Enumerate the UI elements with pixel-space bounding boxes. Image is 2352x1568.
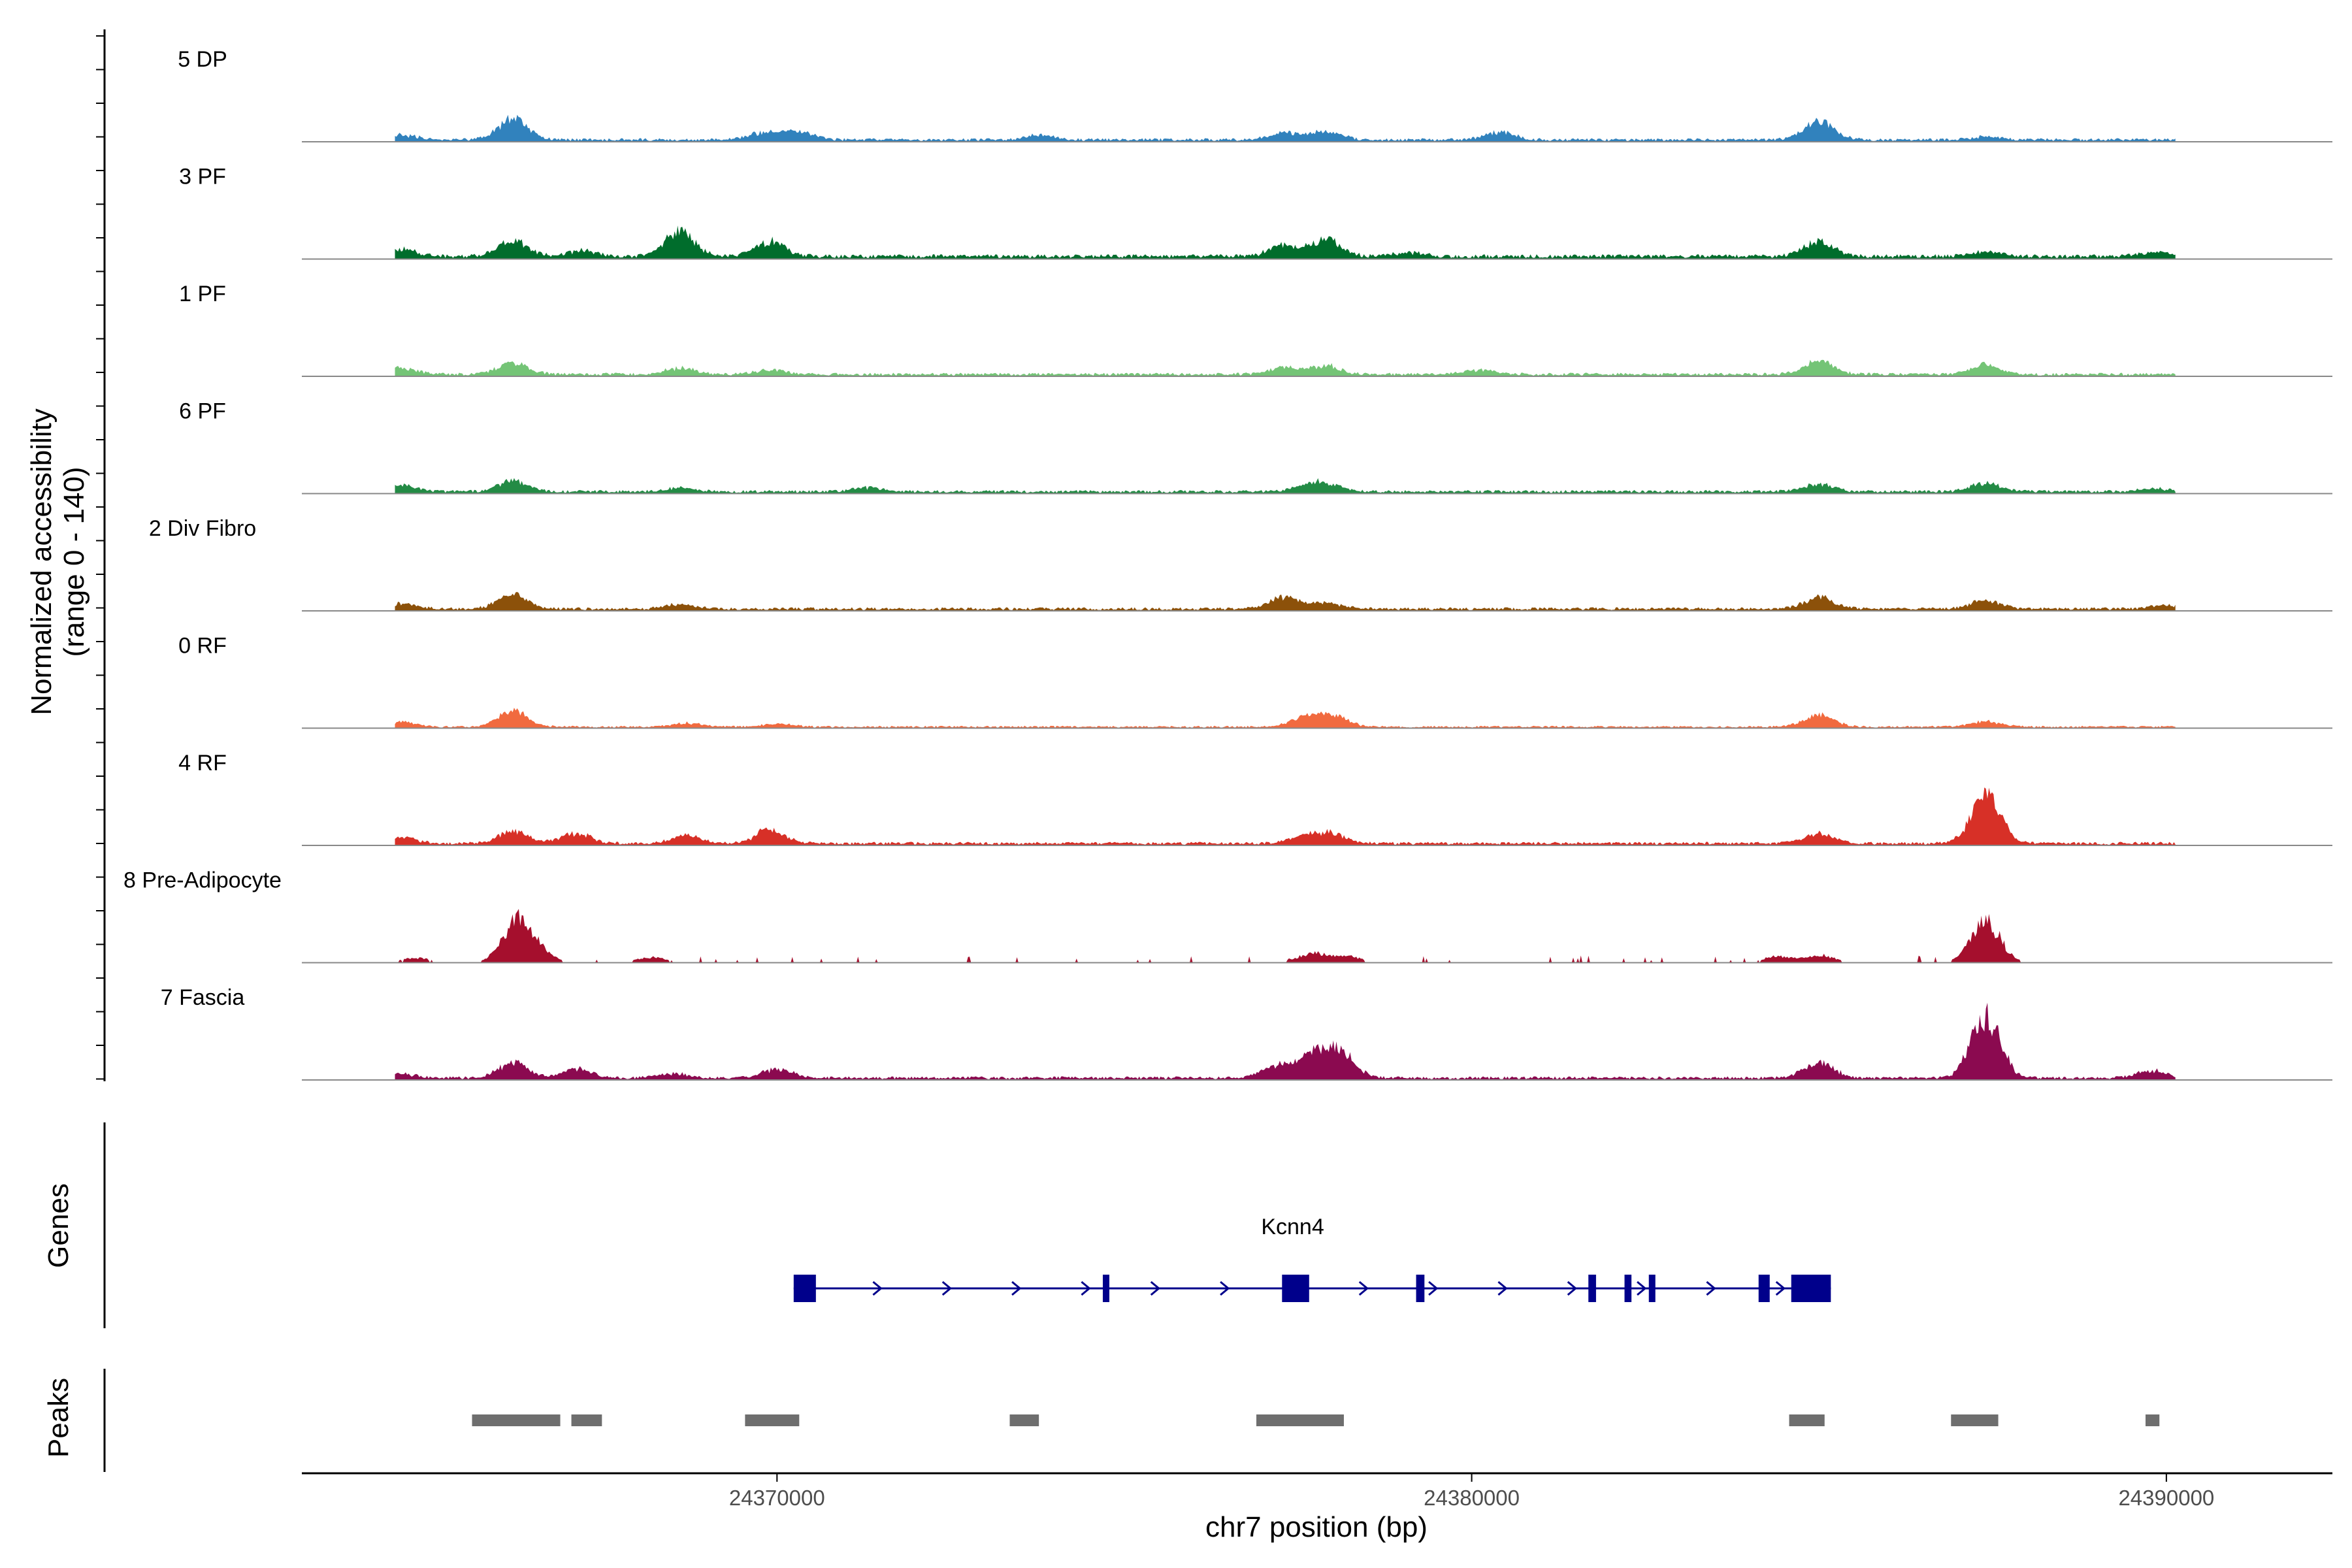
coverage-track: 1 PF [179, 282, 2332, 377]
peak-region [1789, 1414, 1825, 1426]
gene-exon [1588, 1275, 1596, 1302]
coverage-track: 3 PF [179, 165, 2332, 260]
gene-exon [1758, 1275, 1770, 1302]
peak-region [1256, 1414, 1344, 1426]
gene-exon [1416, 1275, 1425, 1302]
x-axis-title: chr7 position (bp) [1205, 1511, 1428, 1543]
coverage-track: 4 RF [178, 751, 2332, 846]
track-label: 4 RF [178, 751, 227, 776]
peaks-panel-title: Peaks [42, 1378, 74, 1458]
coverage-area [395, 225, 2176, 259]
y-axis-title-line1: Normalized accessibility [25, 408, 57, 715]
coverage-track: 8 Pre-Adipocyte [123, 868, 2332, 964]
gene-exon [1791, 1275, 1831, 1302]
track-label: 0 RF [178, 634, 227, 659]
coverage-track: 0 RF [178, 634, 2332, 729]
genes-panel: Kcnn4 [103, 1122, 1831, 1328]
coverage-area [395, 592, 2176, 611]
coverage-track: 6 PF [179, 399, 2332, 495]
strand-arrow-icon [1220, 1281, 1230, 1296]
coverage-area [395, 787, 2176, 845]
strand-arrow-icon [1497, 1281, 1508, 1296]
strand-arrow-icon [1358, 1281, 1369, 1296]
x-tick-label: 24380000 [1424, 1486, 1520, 1510]
coverage-track: 2 Div Fibro [149, 516, 2332, 612]
coverage-area [395, 114, 2176, 142]
track-label: 5 DP [178, 47, 227, 72]
coverage-track: 5 DP [178, 47, 2332, 142]
peak-region [472, 1414, 561, 1426]
coverage-panel: 5 DP 3 PF 1 PF 6 PF 2 Div Fibro 0 RF 4 RF 8 Pre… [96, 29, 2332, 1081]
track-label: 6 PF [179, 399, 226, 424]
strand-arrow-icon [1567, 1281, 1578, 1296]
strand-arrow-icon [941, 1281, 953, 1296]
coverage-area [395, 478, 2176, 494]
x-tick-label: 24390000 [2118, 1486, 2214, 1510]
x-tick-label: 24370000 [729, 1486, 825, 1510]
strand-arrow-icon [872, 1281, 883, 1296]
peak-region [571, 1414, 602, 1426]
track-label: 7 Fascia [161, 985, 245, 1010]
strand-arrow-icon [1706, 1281, 1716, 1296]
strand-arrow-icon [1637, 1281, 1647, 1296]
track-label: 2 Div Fibro [149, 516, 256, 541]
gene-exon [1624, 1275, 1632, 1302]
track-label: 8 Pre-Adipocyte [123, 868, 282, 893]
gene-exon [1282, 1275, 1309, 1302]
peaks-panel [103, 1369, 2160, 1472]
gene-exon [1648, 1275, 1656, 1302]
coverage-area [395, 909, 2176, 963]
gene-exon [1102, 1275, 1109, 1302]
track-label: 3 PF [179, 165, 226, 189]
peak-region [745, 1414, 800, 1426]
coverage-area [395, 359, 2176, 376]
gene-label: Kcnn4 [1261, 1215, 1324, 1239]
track-label: 1 PF [179, 282, 226, 306]
peak-region [2145, 1414, 2160, 1426]
strand-arrow-icon [1775, 1281, 1786, 1296]
genes-panel-title: Genes [42, 1183, 74, 1268]
coverage-area [395, 1002, 2176, 1080]
peak-region [1951, 1414, 1999, 1426]
strand-arrow-icon [1081, 1281, 1091, 1296]
y-axis-title-line2: (range 0 - 140) [58, 466, 90, 657]
strand-arrow-icon [1011, 1281, 1022, 1296]
strand-arrow-icon [1428, 1281, 1439, 1296]
peak-region [1009, 1414, 1039, 1426]
coverage-area [395, 708, 2176, 728]
gene-exon [793, 1275, 816, 1302]
x-axis: 24370000 24380000 24390000 [302, 1472, 2332, 1510]
strand-arrow-icon [1150, 1281, 1161, 1296]
coverage-track: 7 Fascia [161, 985, 2332, 1081]
